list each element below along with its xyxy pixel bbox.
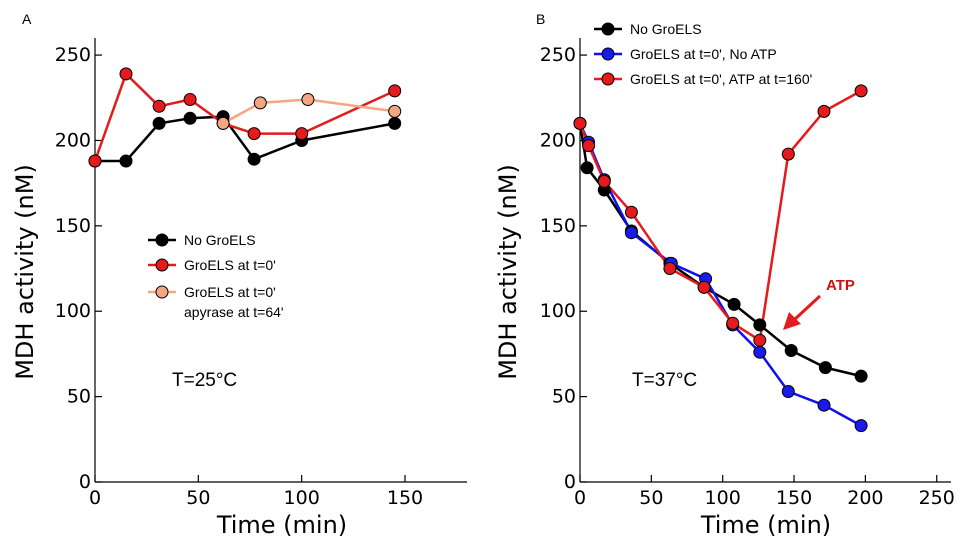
legend-label-groels-apyrase-line1: GroELS at t=0' [184, 284, 276, 300]
panel-b-x-tick-label: 50 [639, 487, 663, 509]
legend-label-groels-no-atp: GroELS at t=0', No ATP [630, 46, 777, 62]
legend-label-no-groels: No GroELS [184, 232, 256, 248]
panel-a-series-0-point [152, 116, 166, 130]
panel-b-y-tick-label: 100 [540, 300, 576, 322]
panel-b-series-2-point [726, 316, 740, 330]
panel-b-x-tick-label: 0 [574, 487, 586, 509]
panel-a-series-0-point [183, 111, 197, 125]
atp-arrow-label: ATP [826, 277, 855, 294]
panel-b-y-tick-label: 0 [564, 471, 576, 493]
panel-b-x-tick-label: 100 [705, 487, 741, 509]
atp-arrow-shaft [792, 294, 822, 322]
panel-b-series-2-point [854, 84, 868, 98]
panel-b-series [573, 84, 868, 433]
legend-marker-groels-apyrase [155, 285, 169, 299]
panel-a-y-tick-label: 150 [55, 215, 91, 237]
panel-a-series-2-point [388, 104, 402, 118]
legend-marker-no-groels-b [601, 22, 615, 36]
panel-a-y-tick-label: 250 [55, 44, 91, 66]
panel-b-series-2-point [573, 116, 587, 130]
legend-marker-groels-t0 [155, 258, 169, 272]
legend-marker-groels-no-atp [601, 47, 615, 61]
panel-a-series-2-point [216, 116, 230, 130]
legend-label-groels-apyrase-line2: apyrase at t=64' [184, 304, 284, 320]
panel-a-y-tick-label: 50 [67, 386, 91, 408]
panel-b-axes: 0 50 100 150 200 250 0 50 100 150 200 250 [540, 38, 955, 509]
panel-a-x-tick-label: 50 [186, 487, 210, 509]
panel-a-y-tick-label: 200 [55, 129, 91, 151]
panel-b-series-2-point [781, 147, 795, 161]
panel-a-x-tick-label: 0 [89, 487, 101, 509]
panel-b-series-2-point [663, 262, 677, 275]
panel-b-series-2-point [753, 333, 767, 347]
panel-b-series-1-point [624, 226, 638, 240]
panel-b-x-tick-label: 150 [776, 487, 812, 509]
panel-b-y-tick-label: 250 [540, 44, 576, 66]
panel-a-series-2-line [222, 98, 395, 125]
panel-b-x-axis-title: Time (min) [700, 511, 831, 539]
panel-b-series-0-point [854, 369, 868, 383]
panel-a-series-2-point [253, 96, 267, 110]
panel-b: B 0 50 100 150 200 250 0 50 100 150 200 250 Time (m… [494, 11, 955, 539]
panel-b-series-2-point [817, 104, 831, 118]
legend-label-groels-t0: GroELS at t=0' [184, 257, 276, 273]
panel-a-x-tick-label: 100 [284, 487, 320, 509]
panel-a-axes: 0 50 100 150 200 250 0 50 100 150 [55, 38, 467, 509]
panel-b-y-axis-title: MDH activity (nM) [494, 164, 522, 380]
panel-b-series-0-point [753, 318, 767, 332]
panel-a: A 0 50 100 150 200 250 0 50 100 150 Time (min) MD… [11, 11, 467, 539]
panel-b-series-0-point [784, 344, 798, 357]
panel-a-series-0-point [247, 152, 261, 166]
panel-a-series-1-point [247, 127, 261, 141]
panel-a-series-1-line [93, 72, 396, 162]
panel-b-series-1-point [781, 385, 795, 398]
panel-a-series-2-point [301, 93, 315, 106]
panel-a-temperature-label: T=25°C [172, 370, 237, 391]
panel-b-series-2-point [597, 174, 611, 188]
panel-a-label: A [22, 11, 32, 27]
panel-a-series-1-point [388, 84, 402, 98]
panel-a-series-1-point [119, 67, 133, 81]
panel-b-series-1-line [578, 122, 862, 427]
panel-b-x-tick-label: 200 [847, 487, 883, 509]
panel-a-y-tick-label: 100 [55, 300, 91, 322]
legend-marker-groels-atp [601, 72, 615, 86]
panel-a-series-0-point [388, 116, 402, 130]
panel-b-series-2-point [582, 139, 596, 153]
atp-arrow-head [783, 312, 801, 330]
panel-b-y-tick-label: 200 [540, 129, 576, 151]
panel-a-y-tick-label: 0 [79, 471, 91, 493]
panel-a-series-1-point [152, 99, 166, 113]
panel-b-series-1-point [753, 345, 767, 359]
panel-a-y-axis-title: MDH activity (nM) [11, 164, 39, 380]
panel-b-series-0-point [580, 161, 594, 175]
panel-a-series [88, 67, 402, 168]
panel-a-legend: No GroELS GroELS at t=0' GroELS at t=0' … [148, 232, 284, 320]
panel-b-series-0-point [727, 297, 741, 311]
panel-b-label: B [536, 11, 545, 27]
panel-b-legend: No GroELS GroELS at t=0', No ATP GroELS … [594, 21, 812, 87]
panel-a-x-tick-label: 150 [387, 487, 423, 509]
legend-label-no-groels-b: No GroELS [630, 21, 702, 37]
panel-b-x-tick-label: 250 [919, 487, 955, 509]
legend-label-groels-atp: GroELS at t=0', ATP at t=160' [630, 71, 812, 87]
atp-arrow [783, 294, 822, 330]
panel-b-series-1-point [817, 398, 831, 412]
panel-b-series-2-point [624, 205, 638, 219]
panel-a-series-1-point [183, 93, 197, 106]
panel-b-y-tick-label: 150 [540, 215, 576, 237]
panel-b-series-1-point [854, 419, 868, 433]
panel-a-series-0-line [95, 115, 395, 163]
panel-a-x-axis-title: Time (min) [216, 511, 347, 539]
panel-a-series-0-point [119, 154, 133, 168]
panel-b-series-0-point [818, 361, 832, 375]
panel-b-series-0-line [578, 123, 862, 378]
panel-b-series-2-point [697, 280, 711, 294]
panel-a-series-1-point [88, 154, 102, 168]
panel-b-temperature-label: T=37°C [632, 370, 697, 391]
panel-a-series-1-point [295, 127, 309, 141]
legend-marker-no-groels [155, 233, 169, 247]
panel-b-y-tick-label: 50 [552, 386, 576, 408]
